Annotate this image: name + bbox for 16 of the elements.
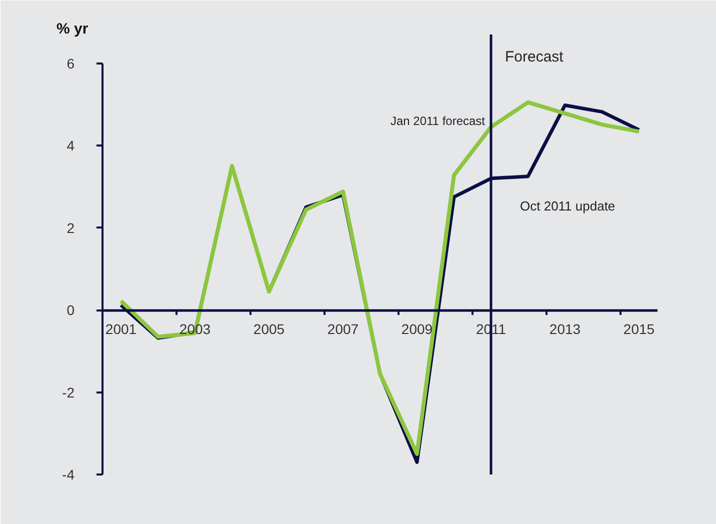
x-tick-label: 2001	[105, 321, 137, 338]
y-tick-label: 0	[66, 302, 75, 318]
y-tick-label: 2	[66, 220, 75, 236]
series-label: Jan 2011 forecast	[390, 114, 486, 128]
x-tick-label: 2013	[549, 321, 581, 338]
series-label: Oct 2011 update	[520, 198, 616, 214]
x-tick-label: 2009	[401, 321, 433, 338]
y-tick-label: -2	[62, 384, 75, 400]
y-tick-label: 6	[66, 55, 75, 72]
y-axis-title: % yr	[56, 20, 88, 38]
x-tick-label: 2007	[327, 321, 359, 338]
y-tick-label: 4	[66, 138, 75, 154]
x-tick-label: 2015	[623, 321, 655, 338]
y-tick-label: -4	[62, 466, 75, 482]
ref-line-label: Forecast	[505, 48, 564, 66]
x-tick-label: 2005	[253, 321, 285, 338]
